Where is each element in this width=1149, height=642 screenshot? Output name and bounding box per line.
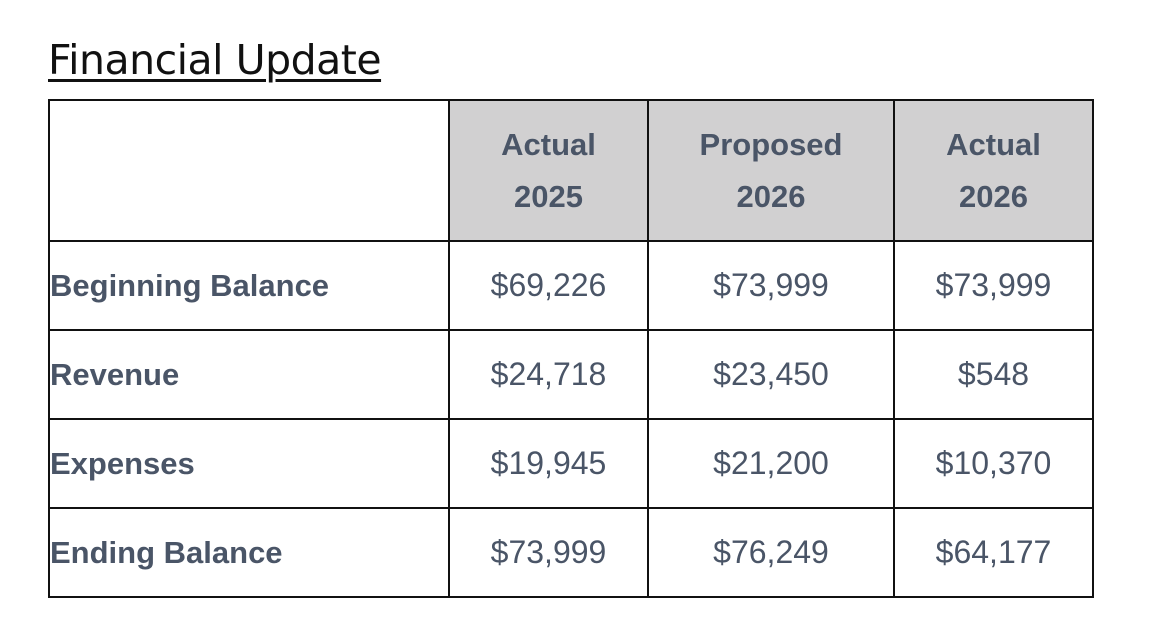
table-cell: $69,226	[448, 240, 649, 331]
table-cell: $76,249	[647, 507, 895, 598]
financial-table: Actual 2025 Proposed 2026 Actual 2026 Be…	[48, 99, 1094, 598]
row-label: Expenses	[48, 418, 450, 509]
column-header-line2: 2025	[514, 178, 583, 214]
column-header-proposed-2026: Proposed 2026	[647, 99, 895, 242]
table-row-beginning-balance: Beginning Balance $69,226 $73,999 $73,99…	[48, 240, 1094, 331]
table-row-revenue: Revenue $24,718 $23,450 $548	[48, 329, 1094, 420]
table-cell: $10,370	[893, 418, 1094, 509]
header-row: Actual 2025 Proposed 2026 Actual 2026	[48, 99, 1094, 242]
table-cell: $24,718	[448, 329, 649, 420]
column-header-line2: 2026	[736, 178, 806, 214]
table-cell: $548	[893, 329, 1094, 420]
table-cell: $73,999	[448, 507, 649, 598]
table-cell: $19,945	[448, 418, 649, 509]
page-title: Financial Update	[48, 36, 382, 84]
column-header-actual-2025: Actual 2025	[448, 99, 649, 242]
column-header-line2: 2026	[959, 178, 1028, 214]
table-cell: $73,999	[893, 240, 1094, 331]
table-row-ending-balance: Ending Balance $73,999 $76,249 $64,177	[48, 507, 1094, 598]
table-cell: $23,450	[647, 329, 895, 420]
table-cell: $73,999	[647, 240, 895, 331]
blank-header-cell	[48, 99, 450, 242]
column-header-actual-2026: Actual 2026	[893, 99, 1094, 242]
column-header-line1: Actual	[946, 126, 1041, 162]
table-cell: $21,200	[647, 418, 895, 509]
row-label: Revenue	[48, 329, 450, 420]
row-label: Ending Balance	[48, 507, 450, 598]
table-cell: $64,177	[893, 507, 1094, 598]
table-row-expenses: Expenses $19,945 $21,200 $10,370	[48, 418, 1094, 509]
column-header-line1: Actual	[501, 126, 596, 162]
column-header-line1: Proposed	[699, 126, 843, 162]
row-label: Beginning Balance	[48, 240, 450, 331]
